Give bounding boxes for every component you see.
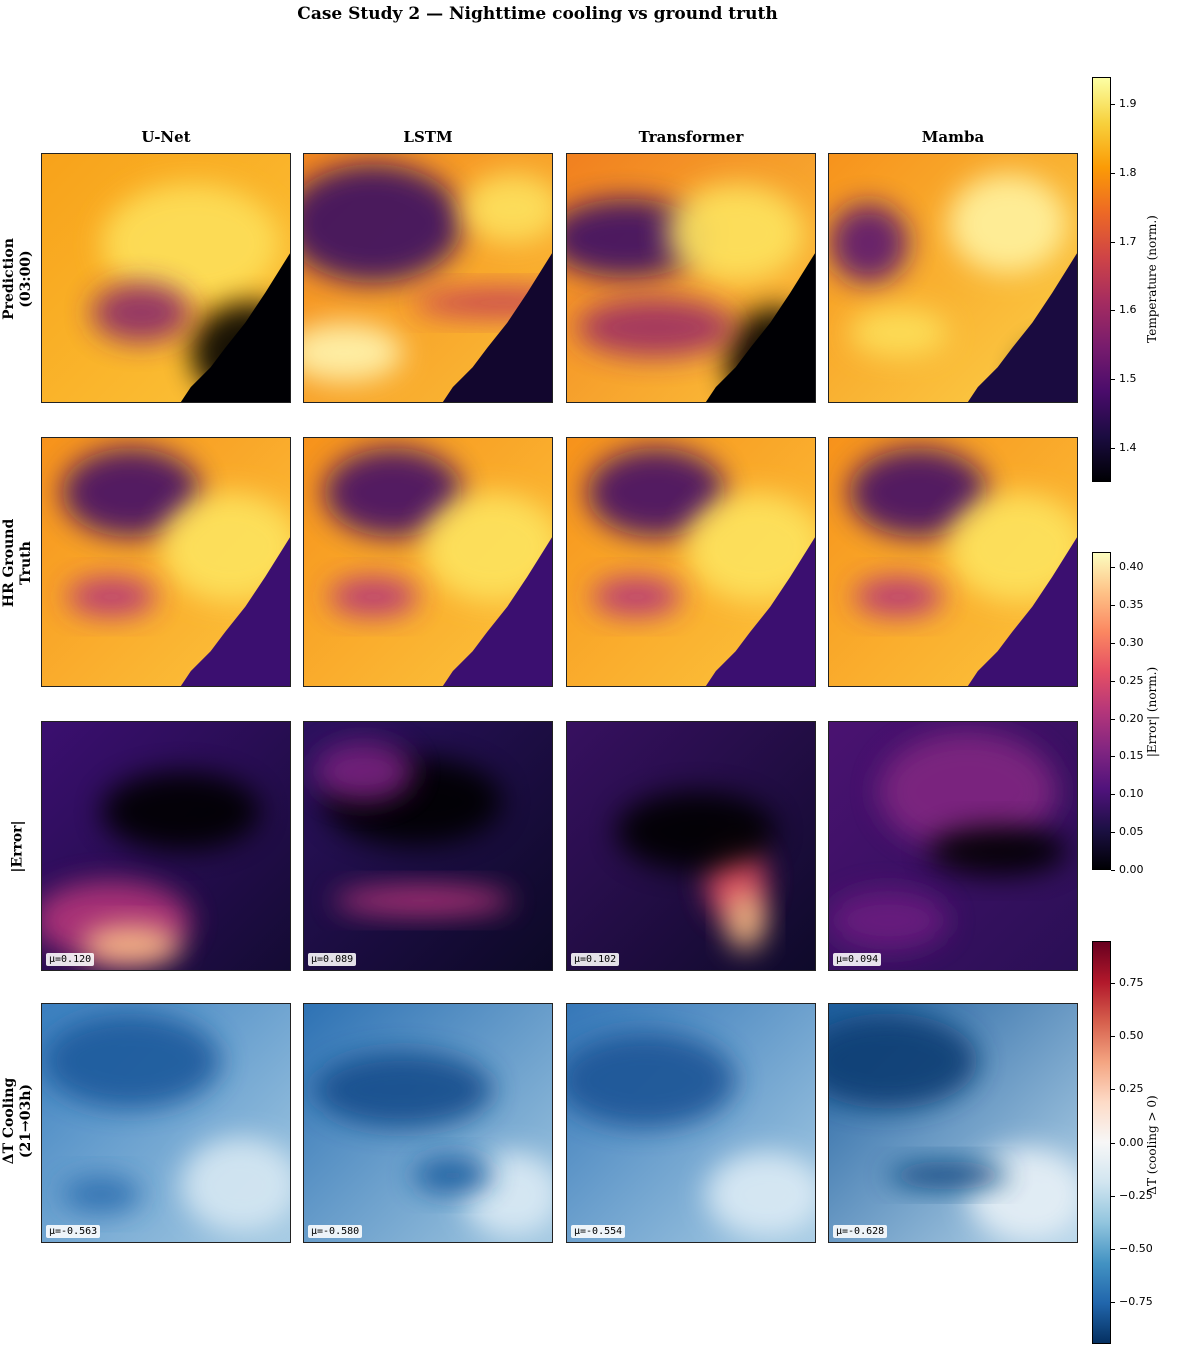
row-label-ground-truth: HR Ground Truth <box>1 438 35 688</box>
row-label-line: Prediction <box>1 238 17 320</box>
error-colorbar-tick: 0.10 <box>1111 788 1144 800</box>
cooling-colorbar-tick-label: −0.75 <box>1119 1294 1153 1308</box>
error-colorbar-tick-label: 0.40 <box>1119 560 1144 574</box>
cooling-colorbar-tick: −0.75 <box>1111 1294 1153 1308</box>
error-mean-label-unet: μ=0.120 <box>46 953 95 966</box>
temperature-colorbar-tick: 1.7 <box>1111 234 1137 248</box>
cooling-colorbar-tick-label: 0.25 <box>1119 1082 1144 1096</box>
error-colorbar-tick: 0.00 <box>1111 864 1144 876</box>
error-colorbar-tick: 0.15 <box>1111 750 1144 762</box>
cooling-colorbar-tick-label: −0.25 <box>1119 1188 1153 1202</box>
temperature-colorbar-tick-label: 1.4 <box>1119 440 1137 454</box>
error-colorbar-tick: 0.05 <box>1111 826 1144 838</box>
row-label-line: HR Ground <box>1 518 17 608</box>
cooling-mean-label-unet: μ=-0.563 <box>46 1225 101 1238</box>
error-colorbar-tick: 0.35 <box>1111 599 1144 611</box>
column-header-mamba: Mamba <box>921 128 985 146</box>
temperature-colorbar-tick: 1.8 <box>1111 167 1137 179</box>
cooling-mean-label-transformer: μ=-0.554 <box>571 1225 626 1238</box>
cooling-colorbar-tick: 0.75 <box>1111 977 1144 989</box>
error-mean-label-transformer: μ=0.102 <box>571 953 620 966</box>
error-colorbar-tick-label: 0.30 <box>1119 635 1144 649</box>
temperature-colorbar-tick-label: 1.8 <box>1119 166 1137 180</box>
error-colorbar-tick-label: 0.00 <box>1119 863 1144 876</box>
error-colorbar-label: |Error| (norm.) <box>1145 666 1159 758</box>
cooling-colorbar-tick-label: 0.50 <box>1119 1029 1144 1043</box>
error-colorbar-tick-label: 0.25 <box>1119 673 1144 687</box>
cooling-map-transformer: μ=-0.554 <box>566 1003 816 1243</box>
cooling-map-mamba: μ=-0.628 <box>828 1003 1078 1243</box>
row-label-line: ΔT Cooling <box>1 1077 17 1165</box>
error-map-transformer: μ=0.102 <box>566 721 816 971</box>
temperature-colorbar-tick-label: 1.5 <box>1119 372 1137 386</box>
error-colorbar-tick-label: 0.10 <box>1119 787 1144 801</box>
column-header-transformer: Transformer <box>638 128 744 146</box>
row-label-prediction: Prediction (03:00) <box>1 154 35 404</box>
error-colorbar-tick: 0.25 <box>1111 673 1144 687</box>
error-colorbar-tick-label: 0.15 <box>1119 749 1144 763</box>
error-colorbar-tick: 0.40 <box>1111 561 1144 573</box>
error-mean-label-mamba: μ=0.094 <box>833 953 882 966</box>
row-label-error: |Error| <box>10 722 27 972</box>
temperature-colorbar-tick: 1.4 <box>1111 440 1137 454</box>
row-label-line: (21→03h) <box>18 1083 34 1159</box>
ground-truth-map-mamba <box>828 437 1078 687</box>
cooling-colorbar-label: ΔT (cooling > 0) <box>1145 1095 1159 1195</box>
prediction-map-mamba <box>828 153 1078 403</box>
temperature-colorbar-tick-label: 1.6 <box>1119 303 1137 317</box>
row-label-line: (03:00) <box>18 250 34 308</box>
cooling-colorbar-tick-label: 0.00 <box>1119 1135 1144 1149</box>
cooling-mean-label-lstm: μ=-0.580 <box>308 1225 363 1238</box>
column-header-lstm: LSTM <box>403 128 453 146</box>
cooling-colorbar-tick: −0.50 <box>1111 1241 1153 1255</box>
cooling-map-lstm: μ=-0.580 <box>303 1003 553 1243</box>
error-map-unet: μ=0.120 <box>41 721 291 971</box>
row-label-line: |Error| <box>9 820 26 873</box>
cooling-map-unet: μ=-0.563 <box>41 1003 291 1243</box>
ground-truth-map-transformer <box>566 437 816 687</box>
error-colorbar-tick-label: 0.05 <box>1119 825 1144 839</box>
cooling-colorbar-tick: 0.25 <box>1111 1083 1144 1095</box>
cooling-colorbar-tick: 0.00 <box>1111 1135 1144 1149</box>
error-colorbar-tick-label: 0.20 <box>1119 711 1144 725</box>
figure-title: Case Study 2 — Nighttime cooling vs grou… <box>297 4 778 24</box>
cooling-colorbar-tick: −0.25 <box>1111 1188 1153 1202</box>
cooling-colorbar <box>1092 941 1111 1344</box>
temperature-colorbar-tick-label: 1.9 <box>1119 97 1137 111</box>
temperature-colorbar-tick-label: 1.7 <box>1119 234 1137 248</box>
row-label-line: Truth <box>18 541 34 585</box>
cooling-mean-label-mamba: μ=-0.628 <box>833 1225 888 1238</box>
ground-truth-map-lstm <box>303 437 553 687</box>
column-header-unet: U-Net <box>141 128 191 146</box>
cooling-colorbar-tick: 0.50 <box>1111 1030 1144 1042</box>
temperature-colorbar-tick: 1.6 <box>1111 304 1137 316</box>
temperature-colorbar <box>1092 77 1111 482</box>
temperature-colorbar-label: Temperature (norm.) <box>1145 215 1159 343</box>
row-label-cooling: ΔT Cooling (21→03h) <box>1 996 35 1246</box>
temperature-colorbar-tick: 1.5 <box>1111 373 1137 385</box>
ground-truth-map-unet <box>41 437 291 687</box>
error-mean-label-lstm: μ=0.089 <box>308 953 357 966</box>
temperature-colorbar-tick: 1.9 <box>1111 98 1137 110</box>
prediction-map-transformer <box>566 153 816 403</box>
cooling-colorbar-tick-label: 0.75 <box>1119 976 1144 990</box>
cooling-colorbar-tick-label: −0.50 <box>1119 1241 1153 1255</box>
prediction-map-lstm <box>303 153 553 403</box>
prediction-map-unet <box>41 153 291 403</box>
error-colorbar <box>1092 552 1111 870</box>
error-colorbar-tick: 0.20 <box>1111 711 1144 725</box>
error-colorbar-tick-label: 0.35 <box>1119 598 1144 611</box>
error-map-mamba: μ=0.094 <box>828 721 1078 971</box>
error-map-lstm: μ=0.089 <box>303 721 553 971</box>
error-colorbar-tick: 0.30 <box>1111 635 1144 649</box>
